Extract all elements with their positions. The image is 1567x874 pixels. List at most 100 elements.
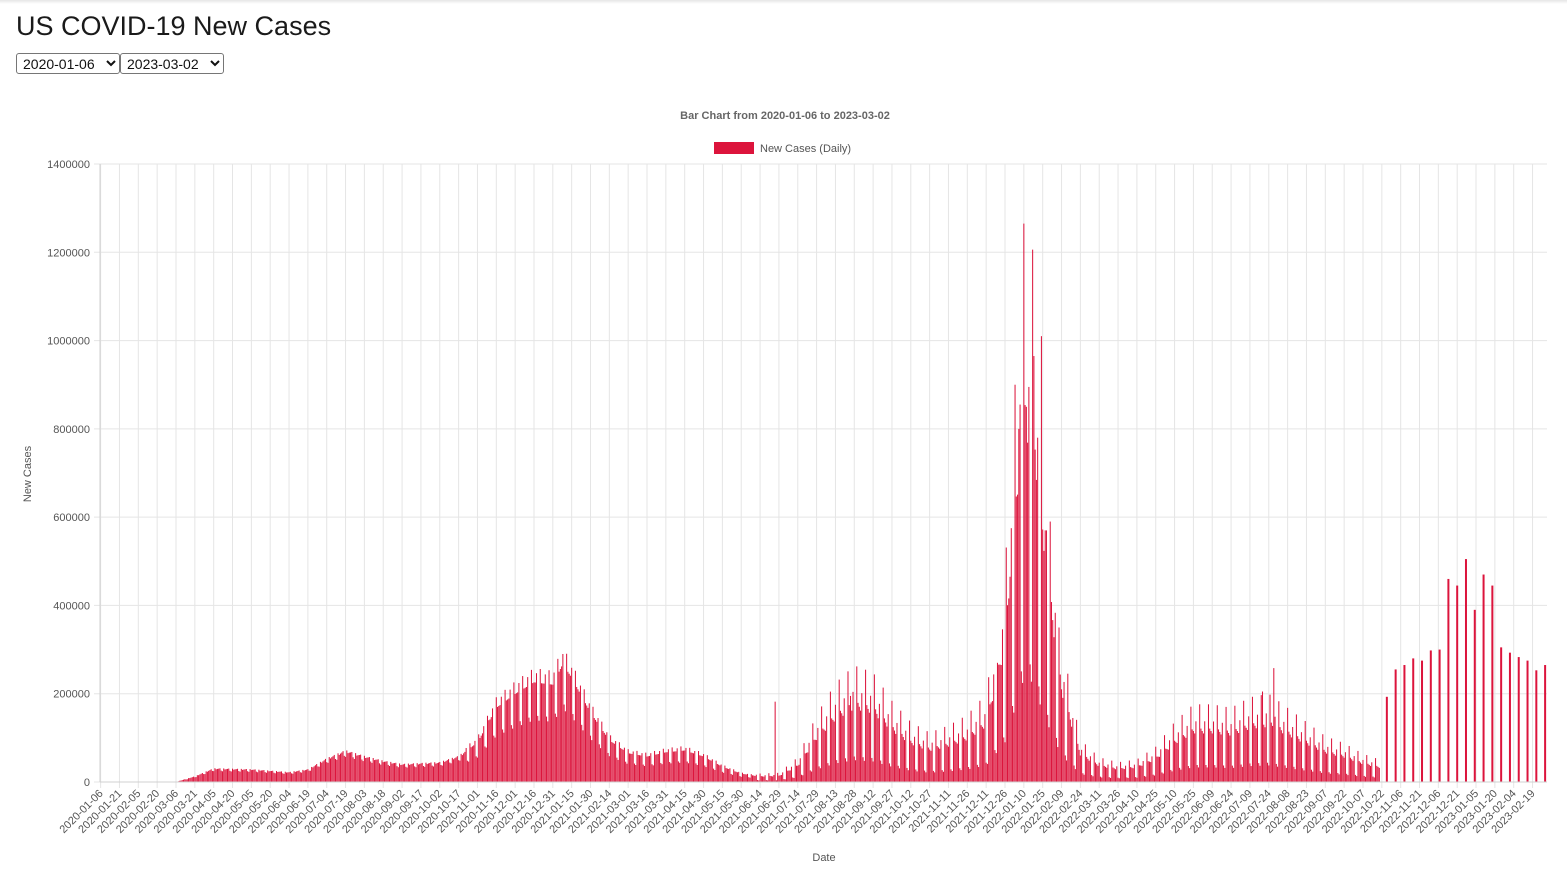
daily-bar	[1236, 731, 1238, 782]
daily-bar	[838, 679, 840, 782]
daily-bar	[1171, 771, 1173, 782]
daily-bar	[547, 721, 549, 782]
daily-bar	[346, 750, 348, 782]
daily-bar	[306, 769, 308, 782]
daily-bar	[711, 759, 713, 782]
daily-bar	[989, 704, 991, 782]
daily-bar	[1265, 713, 1267, 782]
daily-bar	[242, 769, 244, 782]
daily-bar	[454, 758, 456, 782]
daily-bar	[342, 751, 344, 782]
daily-bar	[1101, 777, 1103, 782]
daily-bar	[1116, 766, 1118, 782]
daily-bar	[976, 764, 978, 782]
daily-bar	[380, 764, 382, 782]
daily-bar	[556, 716, 558, 782]
daily-bar	[1181, 714, 1183, 782]
daily-bar	[351, 751, 353, 782]
daily-bar	[667, 749, 669, 782]
daily-bar	[782, 772, 784, 782]
daily-bar	[1240, 764, 1242, 782]
daily-bar	[368, 757, 370, 782]
daily-bar	[723, 772, 725, 782]
daily-bar	[1062, 697, 1064, 782]
daily-bar	[1073, 765, 1075, 782]
daily-bar	[1372, 776, 1374, 782]
daily-bar	[492, 708, 494, 782]
daily-bar	[1302, 768, 1304, 782]
daily-bar	[520, 725, 522, 782]
daily-bar	[964, 738, 966, 782]
daily-bar	[443, 760, 445, 782]
daily-bar	[1204, 721, 1206, 782]
weekly-bar	[1535, 670, 1538, 782]
start-date-select[interactable]: 2020-01-06	[16, 53, 120, 74]
daily-bar	[680, 746, 682, 782]
daily-bar	[1220, 734, 1222, 782]
daily-bar	[328, 757, 330, 782]
daily-bar	[687, 763, 689, 782]
daily-bar	[486, 715, 489, 782]
daily-bar	[772, 776, 774, 782]
daily-bar	[497, 706, 499, 782]
daily-bar	[1230, 724, 1232, 782]
daily-bar	[865, 669, 867, 782]
daily-bar	[710, 760, 712, 782]
daily-bar	[1370, 765, 1372, 782]
daily-bar	[689, 747, 691, 782]
daily-bar	[260, 770, 262, 782]
daily-bar	[1187, 766, 1189, 782]
daily-bar	[1052, 620, 1054, 782]
daily-bar	[559, 669, 561, 782]
daily-bar	[640, 755, 642, 782]
daily-bar	[797, 765, 799, 782]
daily-bar	[357, 755, 359, 782]
daily-bar	[449, 762, 451, 782]
daily-bar	[973, 733, 975, 782]
daily-bar	[951, 771, 953, 782]
daily-bar	[1233, 767, 1235, 782]
daily-bar	[1199, 704, 1201, 782]
daily-bar	[333, 754, 335, 782]
daily-bar	[1145, 776, 1147, 782]
weekly-bar	[1438, 649, 1441, 782]
daily-bar	[293, 771, 295, 782]
daily-bar	[1121, 768, 1123, 782]
bars	[101, 223, 1547, 783]
daily-bar	[564, 711, 566, 782]
legend-swatch	[714, 142, 754, 154]
daily-bar	[247, 771, 249, 782]
daily-bar	[855, 760, 857, 782]
daily-bar	[947, 746, 949, 782]
daily-bar	[528, 717, 530, 782]
daily-bar	[714, 770, 716, 782]
daily-bar	[649, 755, 651, 782]
end-date-select[interactable]: 2023-03-02	[120, 53, 224, 74]
daily-bar	[588, 703, 590, 782]
daily-bar	[1086, 756, 1088, 782]
daily-bar	[451, 757, 453, 782]
daily-bar	[849, 695, 852, 782]
daily-bar	[1094, 762, 1096, 782]
daily-bar	[1278, 701, 1280, 782]
daily-bar	[523, 688, 525, 782]
legend[interactable]: New Cases (Daily)	[714, 142, 851, 155]
daily-bar	[669, 761, 671, 782]
daily-bar	[898, 768, 901, 782]
daily-bar	[900, 710, 902, 782]
daily-bar	[1091, 775, 1093, 782]
daily-bar	[191, 777, 193, 782]
daily-bar	[439, 761, 441, 782]
axes: 0 200000 400000 600000 800000 1000000 1200000 1…	[47, 159, 1547, 836]
daily-bar	[1264, 727, 1266, 782]
weekly-bar	[1464, 559, 1467, 782]
daily-bar	[897, 765, 899, 782]
daily-bar	[1307, 743, 1309, 782]
daily-bar	[381, 760, 383, 782]
daily-bar	[363, 755, 365, 782]
daily-bar	[1279, 727, 1281, 782]
daily-bar	[425, 762, 427, 782]
daily-bar	[929, 749, 931, 782]
daily-bar	[248, 771, 250, 782]
daily-bar	[1313, 727, 1315, 782]
